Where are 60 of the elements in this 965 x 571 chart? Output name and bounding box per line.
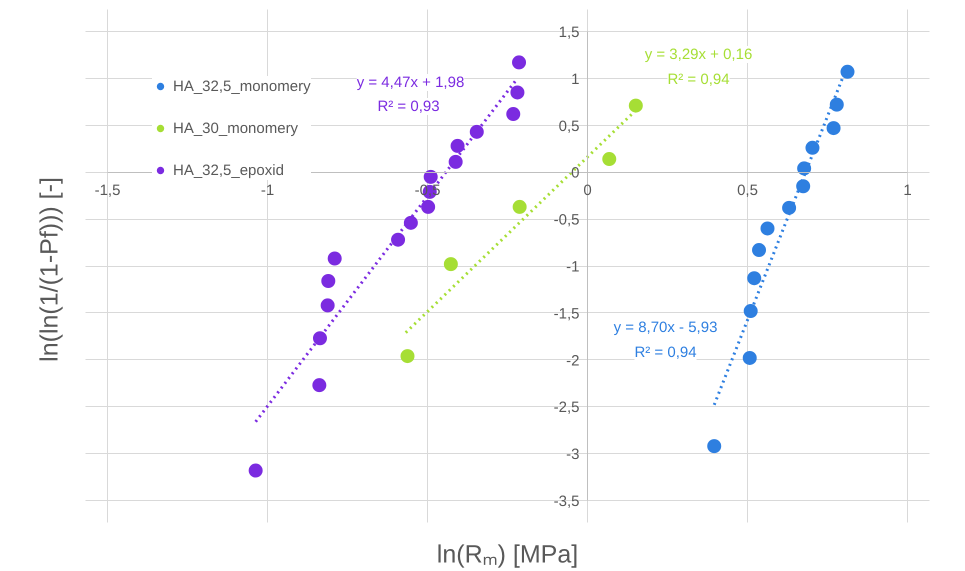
point [826,121,841,136]
point [470,124,484,139]
point [744,304,758,318]
point [752,243,766,258]
legend-label: HA_32,5_monomery [173,78,311,94]
y-tick-label: -0,5 [554,212,580,229]
point [747,271,762,286]
y-tick-label: -1,5 [554,305,580,322]
annotation: R² = 0,94 [667,71,730,88]
point [742,350,757,365]
y-tick-label: 1 [571,70,580,88]
point [424,170,438,184]
legend-label: HA_32,5_epoxid [173,162,284,178]
point [450,138,465,153]
point [512,55,526,70]
annotation: y = 8,70x - 5,93 [614,319,718,336]
point [320,298,335,312]
x-tick-label: -1 [260,182,274,200]
point [830,98,844,112]
x-tick-label: 1 [903,182,912,200]
point [510,85,524,100]
legend-label: HA_30_monomery [173,120,298,136]
point [628,98,643,113]
y-tick-label: 0 [571,164,580,182]
point [707,439,722,454]
x-tick-label: -1,5 [94,182,120,200]
point [321,274,336,288]
point [506,107,520,122]
annotation: y = 3,29x + 0,16 [644,46,752,63]
x-axis-title: ln(Rₘ) [MPa] [436,540,578,568]
point [840,64,854,79]
y-tick-label: 1,5 [558,24,580,41]
y-axis-title: ln(ln(1/(1-Pf))) [-] [36,177,64,362]
y-tick-label: -1 [566,258,580,276]
y-tick-label: -3,5 [554,493,580,510]
annotation: y = 4,47x + 1,98 [356,74,464,91]
y-tick-label: -2,5 [554,399,580,416]
point [421,200,436,214]
point [512,200,527,214]
annotation: R² = 0,94 [634,344,697,361]
point [602,152,616,166]
point [404,216,418,230]
point [328,252,342,266]
point [448,154,463,169]
x-tick-label: 0,5 [737,182,758,200]
point [391,232,406,247]
point [312,331,327,346]
point [760,221,774,236]
point [782,200,796,215]
y-tick-label: -2 [566,352,580,370]
point [444,257,458,272]
y-tick-label: -3 [566,446,580,464]
annotation: R² = 0,93 [377,98,440,115]
x-tick-label: 0 [583,182,592,200]
point [796,179,810,194]
point [312,378,326,392]
point [248,464,263,478]
point [805,140,820,155]
y-tick-label: 0,5 [558,118,580,135]
point [400,349,414,364]
